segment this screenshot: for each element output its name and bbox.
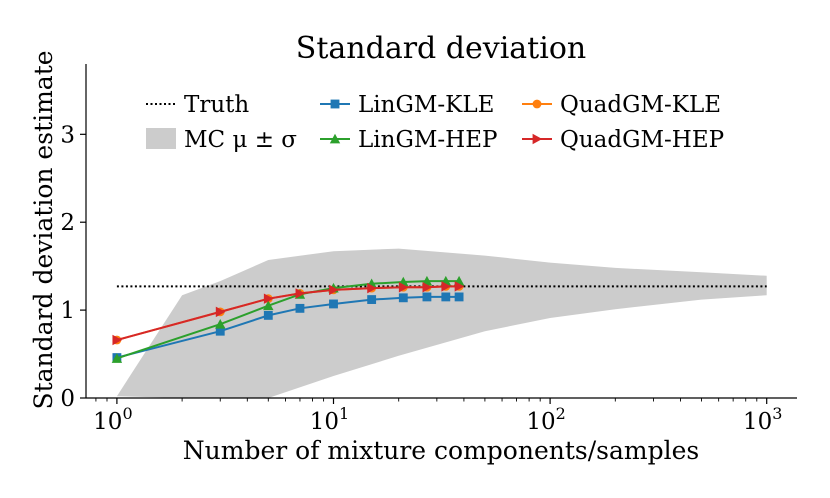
x-tick-label: 101 <box>310 404 349 435</box>
legend-mc-swatch <box>146 128 176 149</box>
lingm-hep-point <box>263 300 274 311</box>
x-tick-label: 100 <box>93 404 132 435</box>
quadgm-hep-point <box>398 282 409 293</box>
lingm-kle-point <box>263 310 273 320</box>
quadgm-hep-point <box>454 281 465 292</box>
legend-label: LinGM-HEP <box>358 127 497 153</box>
quadgm-hep-point <box>295 288 306 299</box>
x-tick-exponent: 3 <box>772 404 782 423</box>
legend-entry-truth: Truth <box>146 92 249 118</box>
legend-entry-lingm-kle: LinGM-KLE <box>320 92 494 118</box>
legend-entry-mc-band: MC μ ± σ <box>146 127 297 153</box>
x-tick-label: 103 <box>743 404 782 435</box>
x-tick-base: 10 <box>743 409 772 435</box>
quadgm-hep-point <box>263 293 274 304</box>
series-quadgm-hep <box>112 281 465 346</box>
legend-marker <box>329 133 341 144</box>
lingm-kle-point <box>295 303 305 313</box>
x-tick-exponent: 0 <box>122 404 132 423</box>
quadgm-hep-point <box>329 284 339 296</box>
quadgm-hep-point <box>422 282 433 293</box>
x-tick-base: 10 <box>93 409 122 435</box>
chart-title: Standard deviation <box>296 31 586 66</box>
y-tick-label: 1 <box>60 298 75 324</box>
x-tick-exponent: 1 <box>339 404 349 423</box>
y-tick-label: 0 <box>60 386 75 412</box>
quadgm-hep-point <box>112 334 123 346</box>
legend-label: LinGM-KLE <box>358 92 494 118</box>
legend: Truth LinGM-KLE QuadGM-KLE MC μ ± σ LinGM-HE… <box>146 92 724 153</box>
x-tick-label: 102 <box>526 404 565 435</box>
lingm-hep-point <box>111 353 123 363</box>
y-tick-label: 3 <box>60 122 75 148</box>
legend-entry-lingm-hep: LinGM-HEP <box>320 127 497 153</box>
x-tick-base: 10 <box>310 409 339 435</box>
legend-marker <box>532 99 542 109</box>
quadgm-hep-point <box>367 282 377 294</box>
x-tick-base: 10 <box>526 409 555 435</box>
x-axis-label: Number of mixture components/samples <box>183 436 699 465</box>
quadgm-hep-point <box>441 281 452 292</box>
x-tick-exponent: 2 <box>556 404 566 423</box>
legend-marker <box>330 99 340 109</box>
lingm-kle-point <box>367 295 377 304</box>
lingm-kle-point <box>422 292 432 302</box>
legend-label: QuadGM-KLE <box>560 92 721 118</box>
legend-marker <box>532 133 543 145</box>
legend-entry-quadgm-hep: QuadGM-HEP <box>522 127 724 153</box>
mc-band <box>116 248 767 398</box>
legend-label: QuadGM-HEP <box>560 127 724 153</box>
quadgm-hep-point <box>215 306 226 318</box>
lingm-kle-point <box>441 292 451 302</box>
y-axis-label: Standard deviation estimate <box>29 50 58 409</box>
lingm-kle-line <box>116 295 460 359</box>
lingm-hep-point <box>215 318 226 329</box>
lingm-hep-line <box>116 280 460 360</box>
lingm-kle-point <box>215 326 225 336</box>
lingm-kle-point <box>329 299 338 309</box>
lingm-kle-point <box>454 292 464 302</box>
quadgm-hep-line <box>116 285 460 341</box>
legend-label: Truth <box>184 92 249 118</box>
legend-label: MC μ ± σ <box>184 127 297 153</box>
legend-entry-quadgm-kle: QuadGM-KLE <box>522 92 721 118</box>
lingm-kle-point <box>398 293 408 303</box>
y-tick-label: 2 <box>60 210 75 236</box>
